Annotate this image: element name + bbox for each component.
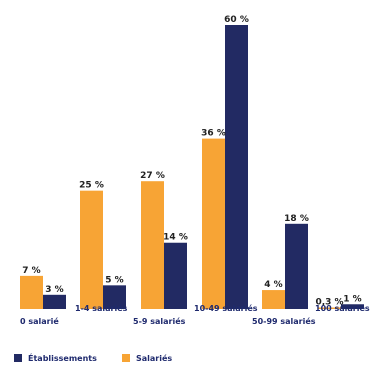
value-labels-layer: 7 % 3 % 25 % 5 % 27 % 14 % 36 % 60 % 4 % 18 % 0,3 …	[22, 15, 361, 308]
bar-etablissements-0	[43, 294, 66, 309]
legend-label-etablissements: Établissements	[28, 352, 97, 363]
bar-etablissements-2	[164, 242, 187, 309]
value-label-etablissements-3: 60 %	[224, 15, 249, 25]
bar-salaries-4	[262, 290, 285, 309]
category-label-2: 5-9 salariés	[133, 316, 186, 326]
category-label-3: 10-49 salariés	[194, 303, 258, 313]
bar-etablissements-3	[225, 25, 248, 309]
category-label-5: 100 salariés	[315, 303, 370, 313]
category-label-0: 0 salarié	[20, 316, 59, 326]
bar-etablissements-4	[285, 223, 308, 309]
value-label-salaries-2: 27 %	[140, 171, 165, 181]
value-label-salaries-0: 7 %	[22, 266, 40, 276]
legend: Établissements Salariés	[14, 352, 172, 363]
value-label-salaries-5: 0,3 %	[315, 298, 343, 308]
value-label-etablissements-5: 1 %	[343, 294, 361, 304]
category-label-1: 1-4 salariés	[75, 303, 128, 313]
bar-salaries-5	[318, 307, 341, 309]
bar-etablissements-1	[103, 285, 126, 309]
legend-label-salaries: Salariés	[136, 353, 172, 363]
value-label-etablissements-1: 5 %	[105, 275, 123, 285]
bar-salaries-2	[141, 181, 164, 309]
legend-swatch-salaries	[122, 354, 130, 362]
value-label-salaries-3: 36 %	[201, 129, 226, 139]
bar-salaries-3	[202, 138, 225, 309]
category-labels-layer: 0 salarié 1-4 salariés 5-9 salariés 10-49 s…	[20, 303, 370, 326]
bar-etablissements-5	[341, 304, 364, 309]
value-label-salaries-1: 25 %	[79, 181, 104, 191]
bar-salaries-0	[20, 275, 43, 309]
value-label-etablissements-2: 14 %	[163, 233, 188, 243]
value-label-salaries-4: 4 %	[264, 280, 282, 290]
legend-swatch-etablissements	[14, 354, 22, 362]
category-label-4: 50-99 salariés	[252, 316, 316, 326]
bar-salaries-1	[80, 190, 103, 309]
value-label-etablissements-0: 3 %	[45, 285, 63, 295]
bars-layer	[20, 25, 364, 309]
value-label-etablissements-4: 18 %	[284, 214, 309, 224]
